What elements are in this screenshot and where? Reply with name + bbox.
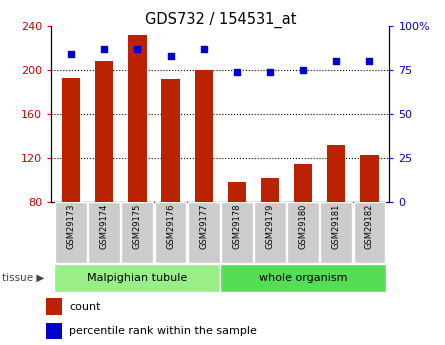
Text: GSM29181: GSM29181 [332, 204, 341, 249]
Text: GSM29179: GSM29179 [266, 204, 275, 249]
Bar [194, 70, 213, 202]
FancyBboxPatch shape [55, 203, 87, 263]
Text: GSM29177: GSM29177 [199, 204, 208, 249]
FancyBboxPatch shape [221, 203, 253, 263]
Point [167, 53, 174, 59]
Bar [162, 79, 180, 202]
Point [134, 46, 141, 51]
FancyBboxPatch shape [287, 203, 319, 263]
Bar [360, 155, 379, 202]
Text: percentile rank within the sample: percentile rank within the sample [69, 326, 257, 336]
Point [333, 58, 340, 64]
Bar [128, 35, 146, 202]
Text: GSM29178: GSM29178 [232, 204, 241, 249]
Text: GDS732 / 154531_at: GDS732 / 154531_at [145, 12, 296, 28]
Point [366, 58, 373, 64]
Text: GSM29176: GSM29176 [166, 204, 175, 249]
Point [299, 67, 307, 72]
Text: GSM29174: GSM29174 [100, 204, 109, 249]
Bar [327, 145, 345, 202]
FancyBboxPatch shape [188, 203, 220, 263]
Text: GSM29175: GSM29175 [133, 204, 142, 249]
Bar [294, 165, 312, 202]
Point [68, 51, 75, 57]
Text: GSM29182: GSM29182 [365, 204, 374, 249]
Text: count: count [69, 302, 101, 312]
Bar [62, 78, 80, 202]
Point [233, 69, 240, 75]
Point [200, 46, 207, 51]
FancyBboxPatch shape [154, 203, 186, 263]
Text: GSM29173: GSM29173 [67, 204, 76, 249]
Text: whole organism: whole organism [259, 273, 348, 283]
Bar [228, 182, 246, 202]
FancyBboxPatch shape [54, 264, 220, 292]
FancyBboxPatch shape [121, 203, 153, 263]
Text: tissue ▶: tissue ▶ [2, 273, 44, 283]
FancyBboxPatch shape [220, 264, 386, 292]
Point [267, 69, 274, 75]
Text: Malpighian tubule: Malpighian tubule [87, 273, 187, 283]
FancyBboxPatch shape [254, 203, 286, 263]
Bar [46, 298, 62, 315]
FancyBboxPatch shape [320, 203, 352, 263]
Point [101, 46, 108, 51]
Bar [95, 61, 113, 202]
Bar [261, 178, 279, 202]
FancyBboxPatch shape [354, 203, 385, 263]
Bar [46, 323, 62, 339]
FancyBboxPatch shape [88, 203, 120, 263]
Text: GSM29180: GSM29180 [299, 204, 307, 249]
